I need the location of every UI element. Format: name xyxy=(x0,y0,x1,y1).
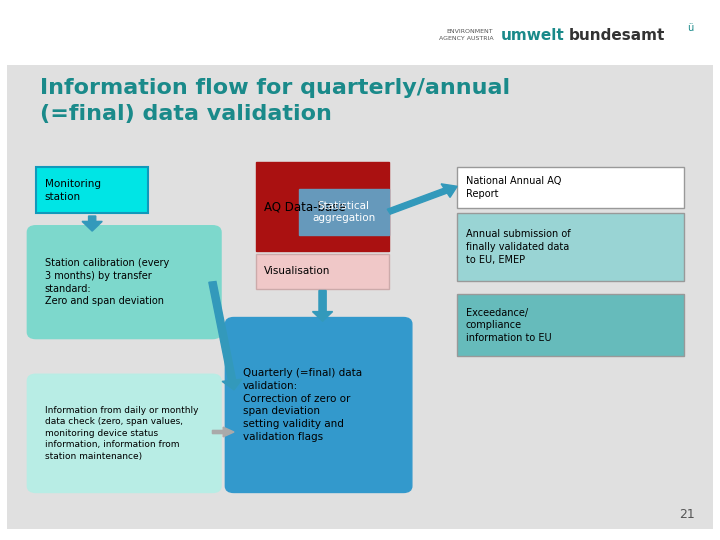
FancyBboxPatch shape xyxy=(457,167,684,208)
Text: National Annual AQ
Report: National Annual AQ Report xyxy=(466,176,561,199)
Text: ü: ü xyxy=(687,23,693,33)
FancyBboxPatch shape xyxy=(27,226,221,339)
Text: Annual submission of
finally validated data
to EU, EMEP: Annual submission of finally validated d… xyxy=(466,230,570,265)
FancyBboxPatch shape xyxy=(457,213,684,281)
Text: Visualisation: Visualisation xyxy=(264,266,330,276)
FancyBboxPatch shape xyxy=(36,167,148,213)
FancyBboxPatch shape xyxy=(7,11,713,65)
Text: 21: 21 xyxy=(679,508,695,521)
FancyBboxPatch shape xyxy=(7,11,713,529)
FancyArrow shape xyxy=(387,184,457,214)
Text: umwelt: umwelt xyxy=(500,28,564,43)
FancyArrow shape xyxy=(209,281,242,390)
Text: Exceedance/
compliance
information to EU: Exceedance/ compliance information to EU xyxy=(466,308,552,343)
Text: bundesamt: bundesamt xyxy=(569,28,665,43)
Text: Station calibration (every
3 months) by transfer
standard:
Zero and span deviati: Station calibration (every 3 months) by … xyxy=(45,258,169,306)
Text: Statistical
aggregation: Statistical aggregation xyxy=(312,200,375,224)
FancyBboxPatch shape xyxy=(457,294,684,356)
FancyBboxPatch shape xyxy=(256,162,389,251)
Text: Quarterly (=final) data
validation:
Correction of zero or
span deviation
setting: Quarterly (=final) data validation: Corr… xyxy=(243,368,361,442)
FancyBboxPatch shape xyxy=(27,374,221,492)
Text: Monitoring
station: Monitoring station xyxy=(45,179,101,202)
FancyArrow shape xyxy=(212,427,234,437)
Text: (=final) data validation: (=final) data validation xyxy=(40,104,331,124)
FancyBboxPatch shape xyxy=(256,254,389,289)
Text: Information from daily or monthly
data check (zero, span values,
monitoring devi: Information from daily or monthly data c… xyxy=(45,406,198,461)
FancyBboxPatch shape xyxy=(225,318,412,492)
Text: Information flow for quarterly/annual: Information flow for quarterly/annual xyxy=(40,78,510,98)
FancyBboxPatch shape xyxy=(299,189,389,235)
Text: ENVIRONMENT
AGENCY AUSTRIA: ENVIRONMENT AGENCY AUSTRIA xyxy=(438,29,493,41)
Text: AQ Data-base: AQ Data-base xyxy=(264,200,346,213)
FancyArrow shape xyxy=(312,291,333,321)
FancyArrow shape xyxy=(82,216,102,231)
